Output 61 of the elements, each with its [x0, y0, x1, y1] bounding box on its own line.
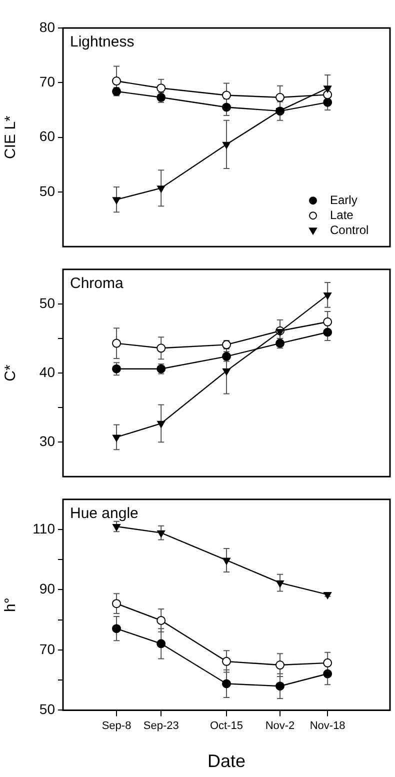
- y-axis-title: C*: [2, 364, 20, 382]
- x-tick-label: Oct-15: [210, 720, 244, 732]
- point: [112, 338, 122, 348]
- point: [222, 368, 230, 376]
- y-axis-title: CIE L*: [2, 115, 20, 159]
- y-tick-label: 50: [39, 294, 56, 311]
- point: [157, 530, 166, 538]
- y-tick-label: 110: [32, 520, 56, 536]
- y-tick-label: 70: [39, 74, 56, 90]
- point: [112, 624, 122, 634]
- point: [323, 669, 332, 678]
- y-tick-label: 80: [39, 18, 56, 35]
- point: [276, 660, 285, 670]
- y-tick-label: 40: [39, 364, 56, 380]
- point: [112, 524, 120, 532]
- point: [112, 599, 122, 608]
- point: [157, 186, 166, 193]
- point: [157, 420, 166, 428]
- point: [276, 580, 284, 588]
- point: [222, 102, 231, 112]
- point: [276, 92, 285, 102]
- x-axis-title: Date: [207, 751, 246, 772]
- point: [156, 639, 166, 648]
- point: [156, 84, 166, 93]
- x-tick-label: Sep-23: [143, 720, 179, 732]
- x-tick-label: Sep-8: [102, 720, 132, 732]
- point: [222, 558, 230, 565]
- point: [112, 364, 122, 374]
- point: [112, 434, 120, 442]
- x-tick-label: Nov-18: [310, 720, 346, 732]
- x-tick-label: Nov-2: [265, 720, 295, 732]
- point: [156, 344, 166, 353]
- y-tick-label: 30: [39, 432, 56, 449]
- y-axis-title: h°: [2, 598, 20, 612]
- point: [112, 76, 122, 86]
- y-tick-label: 50: [39, 701, 56, 718]
- point: [156, 616, 166, 625]
- point: [276, 682, 285, 691]
- point: [276, 329, 284, 336]
- chart-title: Lightness: [70, 34, 134, 51]
- point: [112, 197, 120, 204]
- point: [222, 142, 230, 149]
- point: [323, 98, 332, 107]
- point: [323, 658, 332, 668]
- point: [324, 292, 332, 300]
- legend-label: Late: [330, 208, 354, 222]
- point: [222, 90, 231, 100]
- point: [222, 656, 231, 666]
- chart-title: Hue angle: [70, 505, 138, 522]
- y-tick-label: 90: [39, 580, 56, 597]
- legend-label: Control: [330, 222, 369, 237]
- point: [324, 86, 332, 93]
- point: [323, 328, 332, 337]
- chart-title: Chroma: [70, 275, 124, 292]
- y-tick-label: 50: [39, 182, 56, 199]
- legend-label: Early: [330, 192, 358, 207]
- y-tick-label: 60: [39, 128, 56, 144]
- point: [324, 592, 332, 600]
- point: [222, 679, 231, 688]
- y-tick-label: 70: [39, 640, 56, 657]
- point: [323, 317, 332, 326]
